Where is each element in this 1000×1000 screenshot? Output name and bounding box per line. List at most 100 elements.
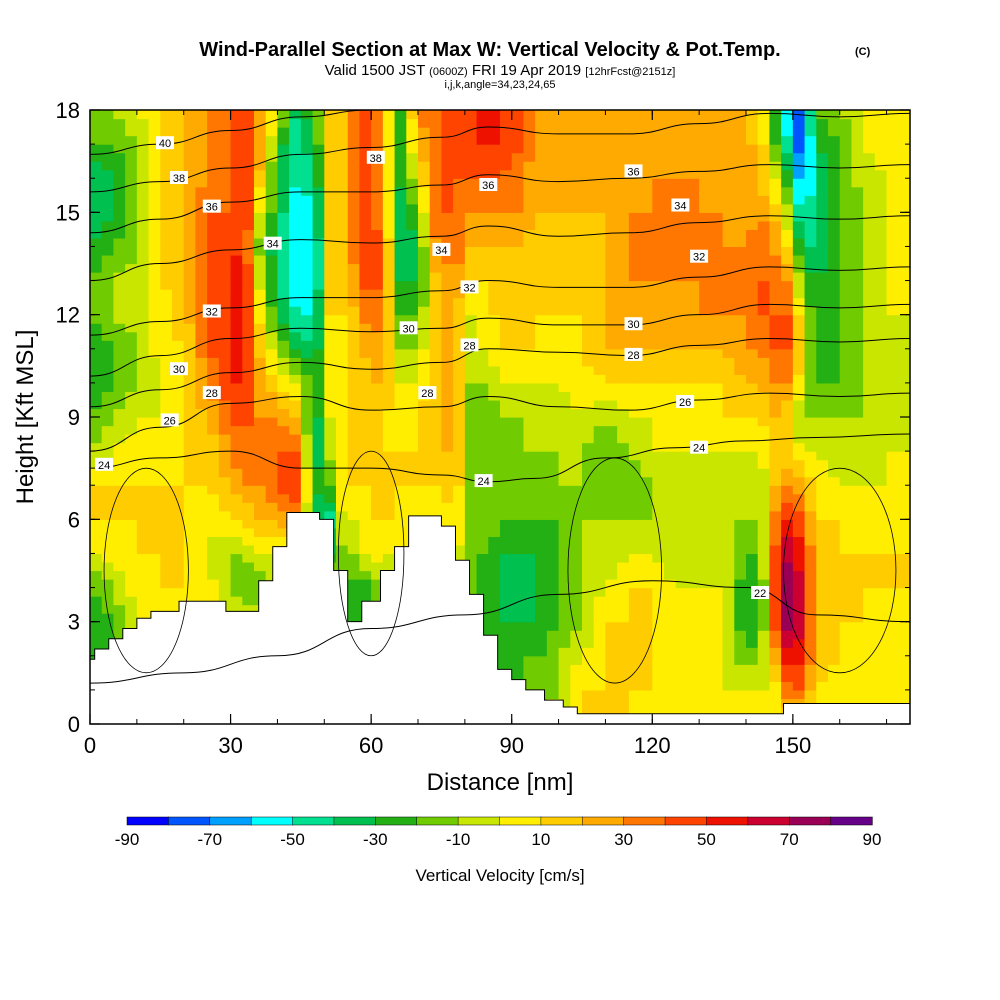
velocity-cell	[851, 382, 864, 393]
velocity-cell	[476, 357, 489, 367]
velocity-cell	[734, 118, 747, 128]
velocity-cell	[792, 203, 806, 213]
velocity-cell	[382, 152, 396, 162]
velocity-cell	[628, 561, 642, 572]
velocity-cell	[300, 161, 314, 171]
velocity-cell	[254, 570, 267, 580]
velocity-cell	[371, 340, 384, 350]
velocity-cell	[652, 382, 665, 393]
velocity-cell	[371, 127, 384, 137]
velocity-cell	[359, 297, 372, 307]
velocity-cell	[863, 203, 876, 213]
velocity-cell	[488, 391, 501, 401]
velocity-cell	[851, 655, 864, 665]
velocity-cell	[195, 289, 208, 299]
velocity-cell	[710, 587, 724, 597]
velocity-cell	[242, 493, 255, 503]
velocity-cell	[265, 254, 279, 265]
velocity-cell	[816, 570, 829, 580]
velocity-cell	[347, 510, 361, 520]
velocity-cell	[769, 570, 782, 580]
velocity-cell	[851, 212, 864, 222]
velocity-cell	[898, 630, 910, 640]
velocity-cell	[570, 306, 583, 316]
velocity-cell	[640, 118, 653, 128]
velocity-cell	[863, 220, 876, 230]
velocity-cell	[207, 527, 220, 537]
velocity-cell	[523, 442, 536, 452]
velocity-cell	[734, 280, 747, 290]
velocity-cell	[90, 169, 103, 179]
velocity-cell	[500, 468, 513, 478]
velocity-cell	[90, 152, 103, 162]
velocity-cell	[828, 638, 841, 648]
velocity-cell	[640, 468, 653, 478]
velocity-cell	[582, 169, 595, 179]
velocity-cell	[265, 493, 279, 503]
velocity-cell	[464, 254, 478, 265]
velocity-cell	[652, 135, 665, 145]
velocity-cell	[347, 169, 361, 179]
velocity-cell	[277, 365, 290, 375]
velocity-cell	[523, 604, 536, 614]
velocity-cell	[722, 553, 735, 563]
velocity-cell	[523, 638, 536, 648]
velocity-cell	[218, 127, 232, 137]
velocity-cell	[359, 323, 372, 333]
velocity-cell	[710, 280, 724, 290]
velocity-cell	[183, 596, 197, 606]
velocity-cell	[371, 527, 384, 537]
velocity-cell	[535, 493, 548, 503]
velocity-cell	[757, 596, 771, 606]
velocity-cell	[582, 118, 595, 128]
velocity-cell	[242, 561, 255, 572]
velocity-cell	[254, 323, 267, 333]
velocity-cell	[605, 246, 618, 256]
velocity-cell	[746, 178, 759, 188]
velocity-cell	[886, 502, 899, 512]
velocity-cell	[640, 246, 653, 256]
velocity-cell	[675, 689, 689, 700]
velocity-cell	[242, 161, 255, 171]
velocity-cell	[828, 399, 841, 410]
velocity-cell	[195, 417, 208, 427]
velocity-cell	[183, 135, 197, 145]
velocity-cell	[183, 459, 197, 469]
velocity-cell	[874, 382, 888, 393]
velocity-cell	[605, 220, 618, 230]
velocity-cell	[593, 391, 607, 401]
velocity-cell	[746, 527, 759, 537]
velocity-cell	[828, 152, 841, 162]
velocity-cell	[582, 519, 595, 529]
velocity-cell	[394, 442, 407, 452]
velocity-cell	[804, 254, 817, 265]
velocity-cell	[218, 587, 232, 597]
velocity-cell	[511, 246, 525, 256]
velocity-cell	[113, 357, 126, 367]
velocity-cell	[172, 544, 185, 555]
velocity-cell	[746, 169, 759, 179]
velocity-cell	[652, 434, 665, 444]
velocity-cell	[113, 212, 126, 222]
velocity-cell	[254, 382, 267, 393]
velocity-cell	[605, 434, 618, 444]
velocity-cell	[453, 127, 466, 137]
velocity-cell	[839, 118, 853, 128]
velocity-cell	[230, 604, 243, 614]
velocity-cell	[652, 314, 665, 324]
velocity-cell	[640, 459, 653, 469]
velocity-cell	[242, 323, 255, 333]
velocity-cell	[582, 417, 595, 427]
velocity-cell	[136, 485, 150, 495]
velocity-cell	[710, 519, 724, 529]
velocity-cell	[277, 280, 290, 290]
velocity-cell	[898, 621, 910, 631]
velocity-cell	[254, 246, 267, 256]
velocity-cell	[804, 621, 817, 631]
velocity-cell	[757, 229, 771, 239]
velocity-cell	[406, 297, 419, 307]
velocity-cell	[242, 357, 255, 367]
velocity-cell	[710, 613, 724, 623]
velocity-cell	[500, 459, 513, 469]
velocity-cell	[125, 323, 138, 333]
